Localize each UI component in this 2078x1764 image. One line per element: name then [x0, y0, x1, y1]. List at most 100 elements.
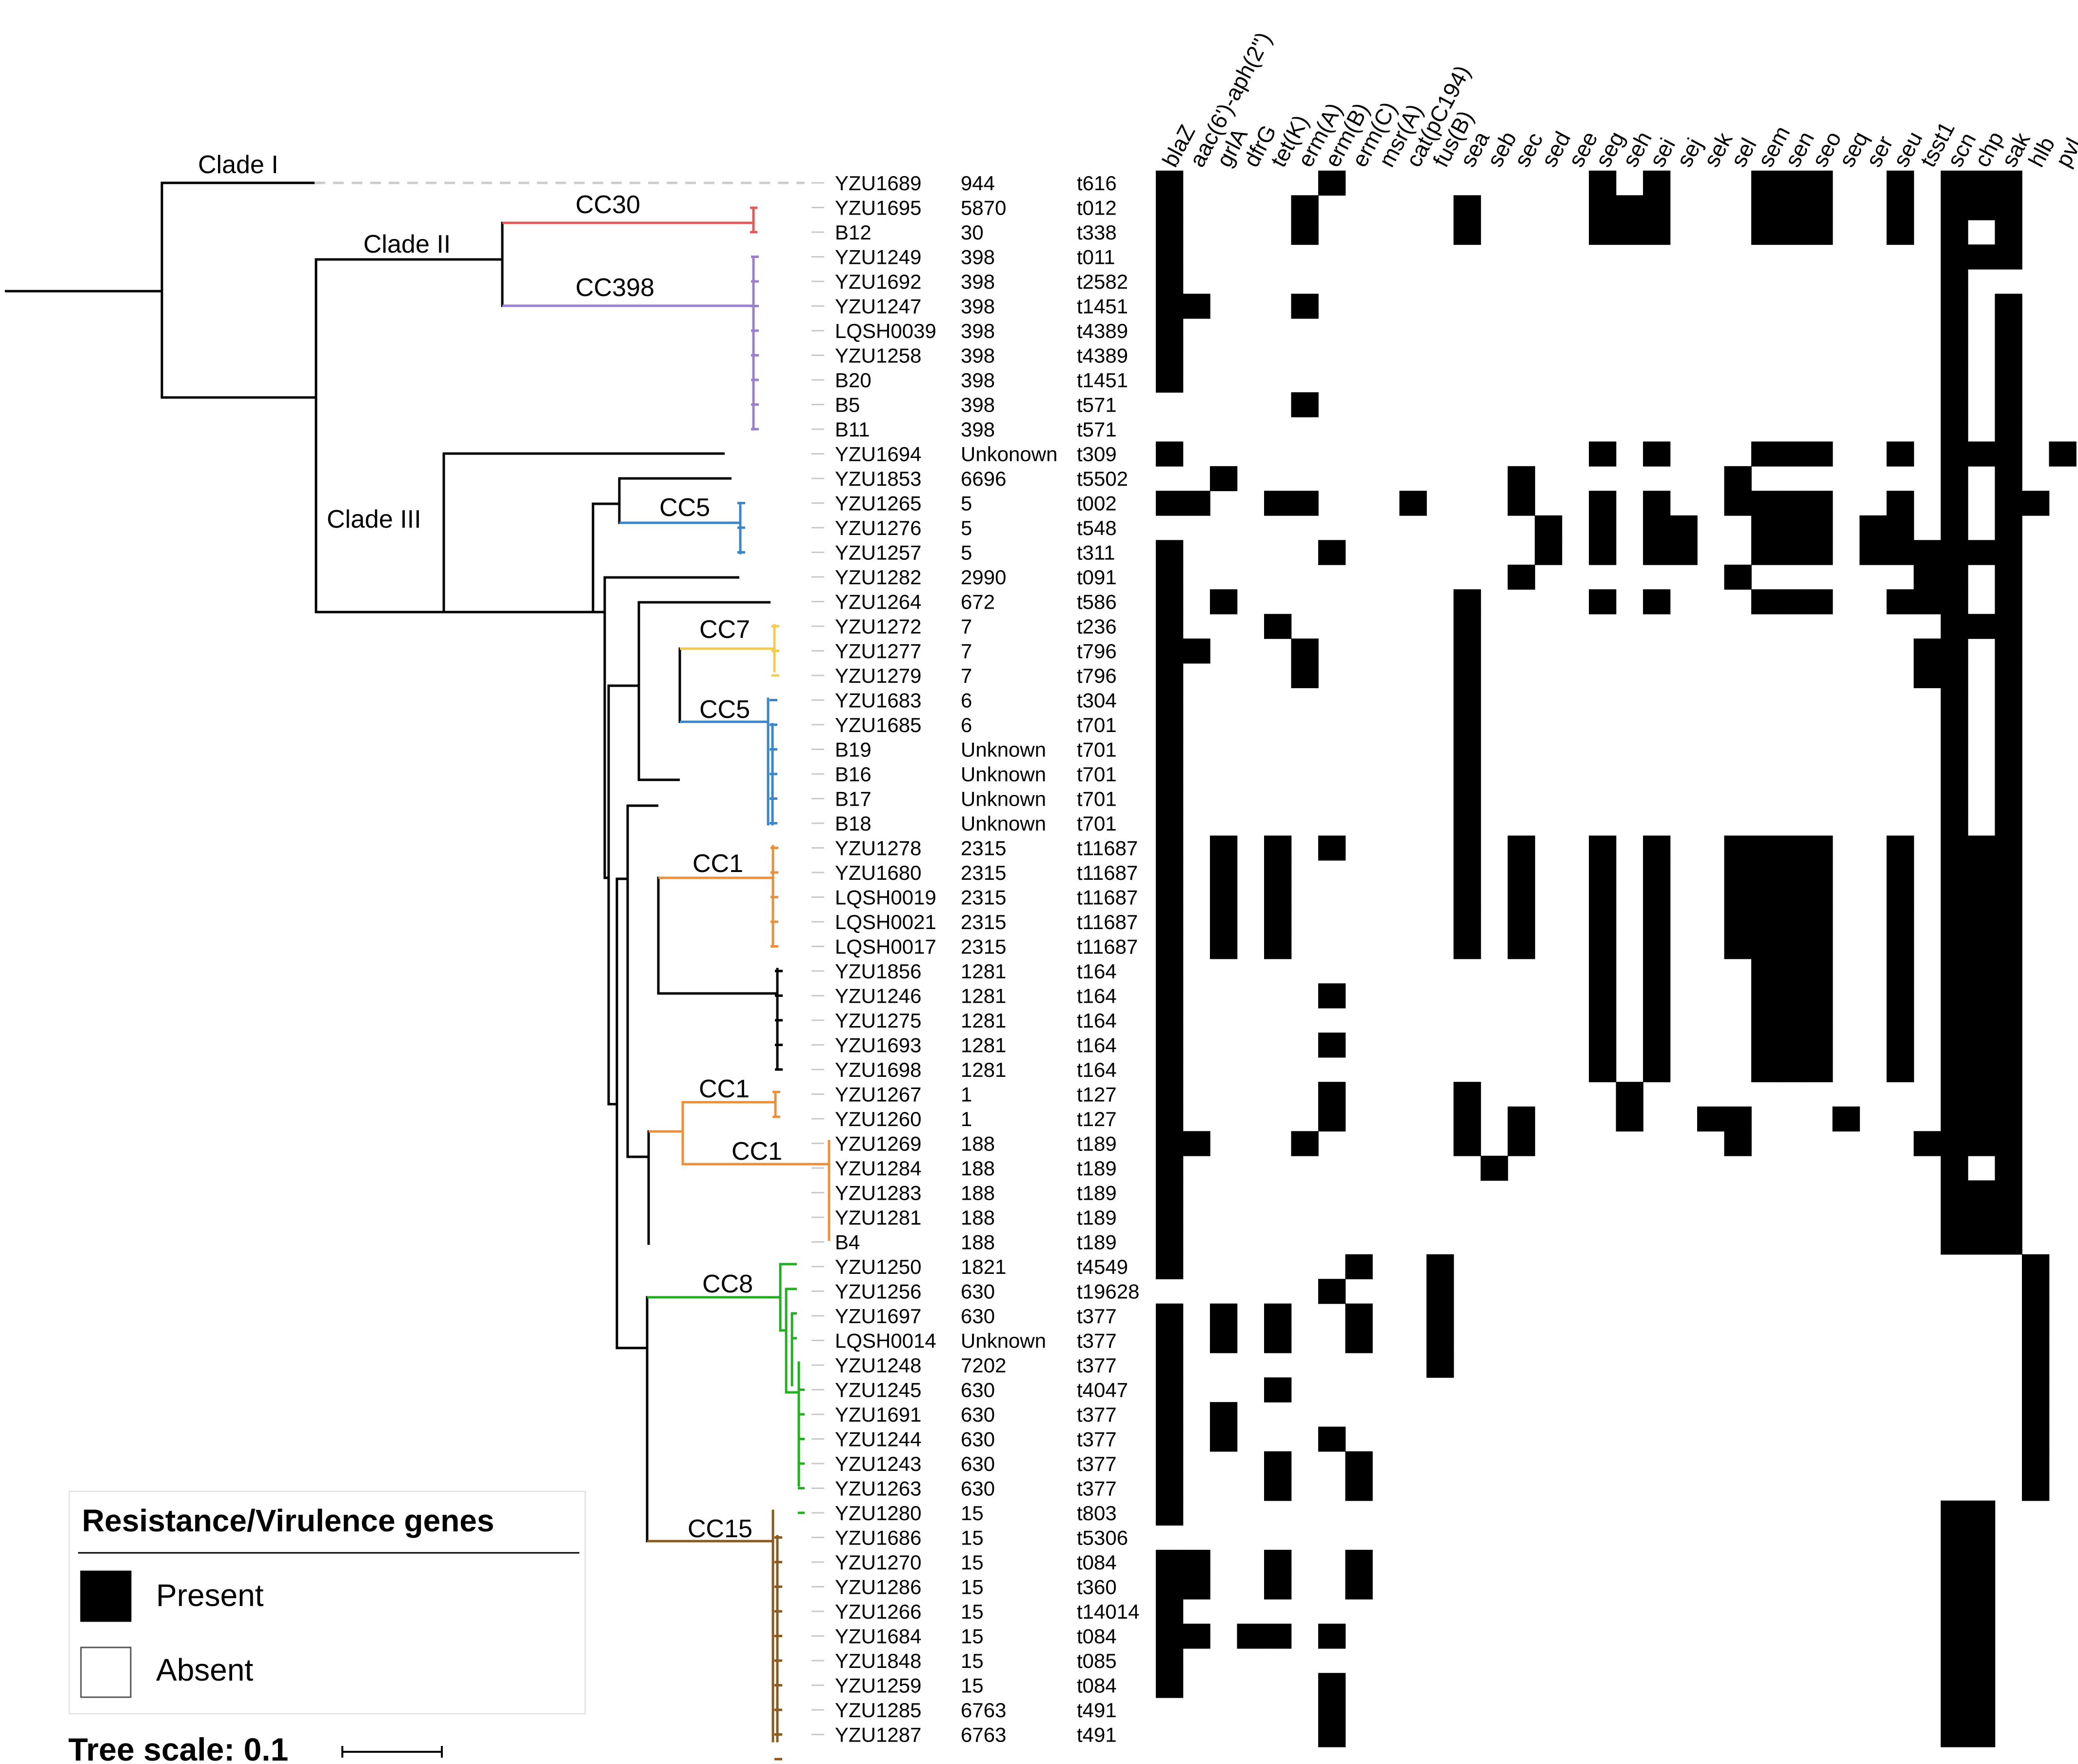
heatmap-cell: [1345, 1549, 1373, 1575]
isolate-id: YZU1266: [835, 1600, 921, 1623]
heatmap-cell: [1940, 564, 1968, 590]
heatmap-cell: [1453, 786, 1481, 812]
heatmap-cell: [1264, 1377, 1292, 1403]
isolate-spa-type: t085: [1077, 1649, 1117, 1672]
heatmap-cell: [1183, 1574, 1210, 1600]
isolate-id: YZU1285: [835, 1699, 921, 1722]
isolate-st: Unknown: [961, 812, 1046, 835]
heatmap-cell: [1156, 1057, 1184, 1083]
heatmap-cell: [1940, 1008, 1968, 1033]
heatmap-cell: [1995, 811, 2022, 836]
heatmap-cell: [1318, 1673, 1346, 1698]
heatmap-cell: [1724, 909, 1752, 935]
heatmap-cell: [1805, 983, 1833, 1009]
isolate-st: 2315: [961, 886, 1006, 909]
heatmap-cell: [1345, 1574, 1373, 1600]
heatmap-cell: [1453, 638, 1481, 664]
heatmap-cell: [1264, 1451, 1292, 1477]
isolate-st: 188: [961, 1182, 995, 1205]
isolate-st: 2990: [961, 566, 1006, 589]
isolate-id: B11: [835, 418, 870, 441]
heatmap-cell: [1968, 441, 1996, 467]
isolate-id: YZU1278: [835, 837, 921, 860]
isolate-id: YZU1267: [835, 1083, 921, 1106]
isolate-spa-type: t803: [1077, 1502, 1117, 1525]
heatmap-cell: [1156, 1574, 1184, 1600]
heatmap-cell: [1940, 1673, 1968, 1698]
heatmap-cell: [1968, 1525, 1996, 1550]
isolate-spa-type: t571: [1077, 394, 1117, 416]
heatmap-cell: [1914, 564, 1941, 590]
heatmap-cell: [1643, 589, 1671, 614]
heatmap-cell: [1968, 244, 1996, 270]
heatmap-cell: [1914, 540, 1941, 565]
heatmap-cell: [1643, 1032, 1671, 1058]
heatmap-cell: [1778, 909, 1806, 935]
isolate-st: 2315: [961, 935, 1006, 958]
heatmap-cell: [1156, 367, 1184, 393]
heatmap-cell: [1805, 540, 1833, 565]
isolate-id: B16: [835, 763, 871, 786]
isolate-st: 5: [961, 492, 972, 515]
heatmap-cell: [1643, 441, 1671, 467]
isolate-st: 188: [961, 1157, 995, 1180]
heatmap-cell: [1183, 491, 1210, 516]
heatmap-cell: [1995, 885, 2022, 910]
isolate-spa-type: t2582: [1077, 270, 1128, 293]
heatmap-cell: [1156, 1082, 1184, 1107]
isolate-id: YZU1281: [835, 1206, 921, 1229]
isolate-spa-type: t012: [1077, 197, 1117, 219]
heatmap-cell: [1724, 860, 1752, 886]
isolate-spa-type: t548: [1077, 516, 1117, 539]
heatmap-cell: [1751, 491, 1779, 516]
heatmap-cell: [1210, 909, 1238, 935]
heatmap-cell: [1589, 958, 1617, 984]
isolate-id: YZU1848: [835, 1649, 921, 1672]
heatmap-cell: [1940, 934, 1968, 959]
heatmap-cell: [1156, 1402, 1184, 1427]
heatmap-cell: [1453, 712, 1481, 738]
heatmap-cell: [1995, 170, 2022, 196]
isolate-st: 7: [961, 664, 972, 687]
isolate-spa-type: t701: [1077, 763, 1117, 786]
gene-presence-heatmap: [1156, 170, 2077, 1747]
heatmap-cell: [1616, 1106, 1643, 1132]
heatmap-cell: [1940, 1057, 1968, 1083]
heatmap-cell: [1751, 885, 1779, 910]
isolate-spa-type: t189: [1077, 1182, 1117, 1205]
isolate-st: Unkonown: [961, 443, 1057, 466]
heatmap-cell: [1751, 983, 1779, 1009]
isolate-spa-type: t4389: [1077, 319, 1128, 342]
heatmap-cell: [1156, 589, 1184, 614]
heatmap-cell: [1778, 1057, 1806, 1083]
heatmap-cell: [1940, 1525, 1968, 1550]
isolate-st: 15: [961, 1502, 984, 1525]
heatmap-cell: [1914, 638, 1941, 664]
isolate-id: B4: [835, 1231, 860, 1254]
heatmap-cell: [1914, 663, 1941, 689]
heatmap-cell: [1805, 1057, 1833, 1083]
isolate-spa-type: t796: [1077, 640, 1117, 663]
heatmap-cell: [1291, 294, 1319, 319]
isolate-spa-type: t1451: [1077, 295, 1128, 318]
heatmap-cell: [1210, 589, 1238, 614]
heatmap-cell: [1426, 1303, 1454, 1329]
isolate-st: 15: [961, 1625, 984, 1648]
isolate-spa-type: t4047: [1077, 1379, 1128, 1402]
heatmap-cell: [1968, 909, 1996, 935]
heatmap-cell: [1156, 1427, 1184, 1452]
heatmap-cell: [1156, 909, 1184, 935]
isolate-spa-type: t002: [1077, 492, 1117, 515]
isolate-spa-type: t11687: [1077, 837, 1138, 860]
heatmap-cell: [1426, 1352, 1454, 1378]
isolate-st: 1: [961, 1083, 972, 1106]
heatmap-cell: [1453, 811, 1481, 836]
heatmap-cell: [1156, 1648, 1184, 1674]
heatmap-cell: [1643, 1057, 1671, 1083]
isolate-spa-type: t127: [1077, 1108, 1117, 1130]
heatmap-cell: [1589, 835, 1617, 861]
heatmap-cell: [1940, 786, 1968, 812]
heatmap-cell: [2022, 491, 2050, 516]
heatmap-cell: [1778, 219, 1806, 245]
heatmap-cell: [1805, 1032, 1833, 1058]
